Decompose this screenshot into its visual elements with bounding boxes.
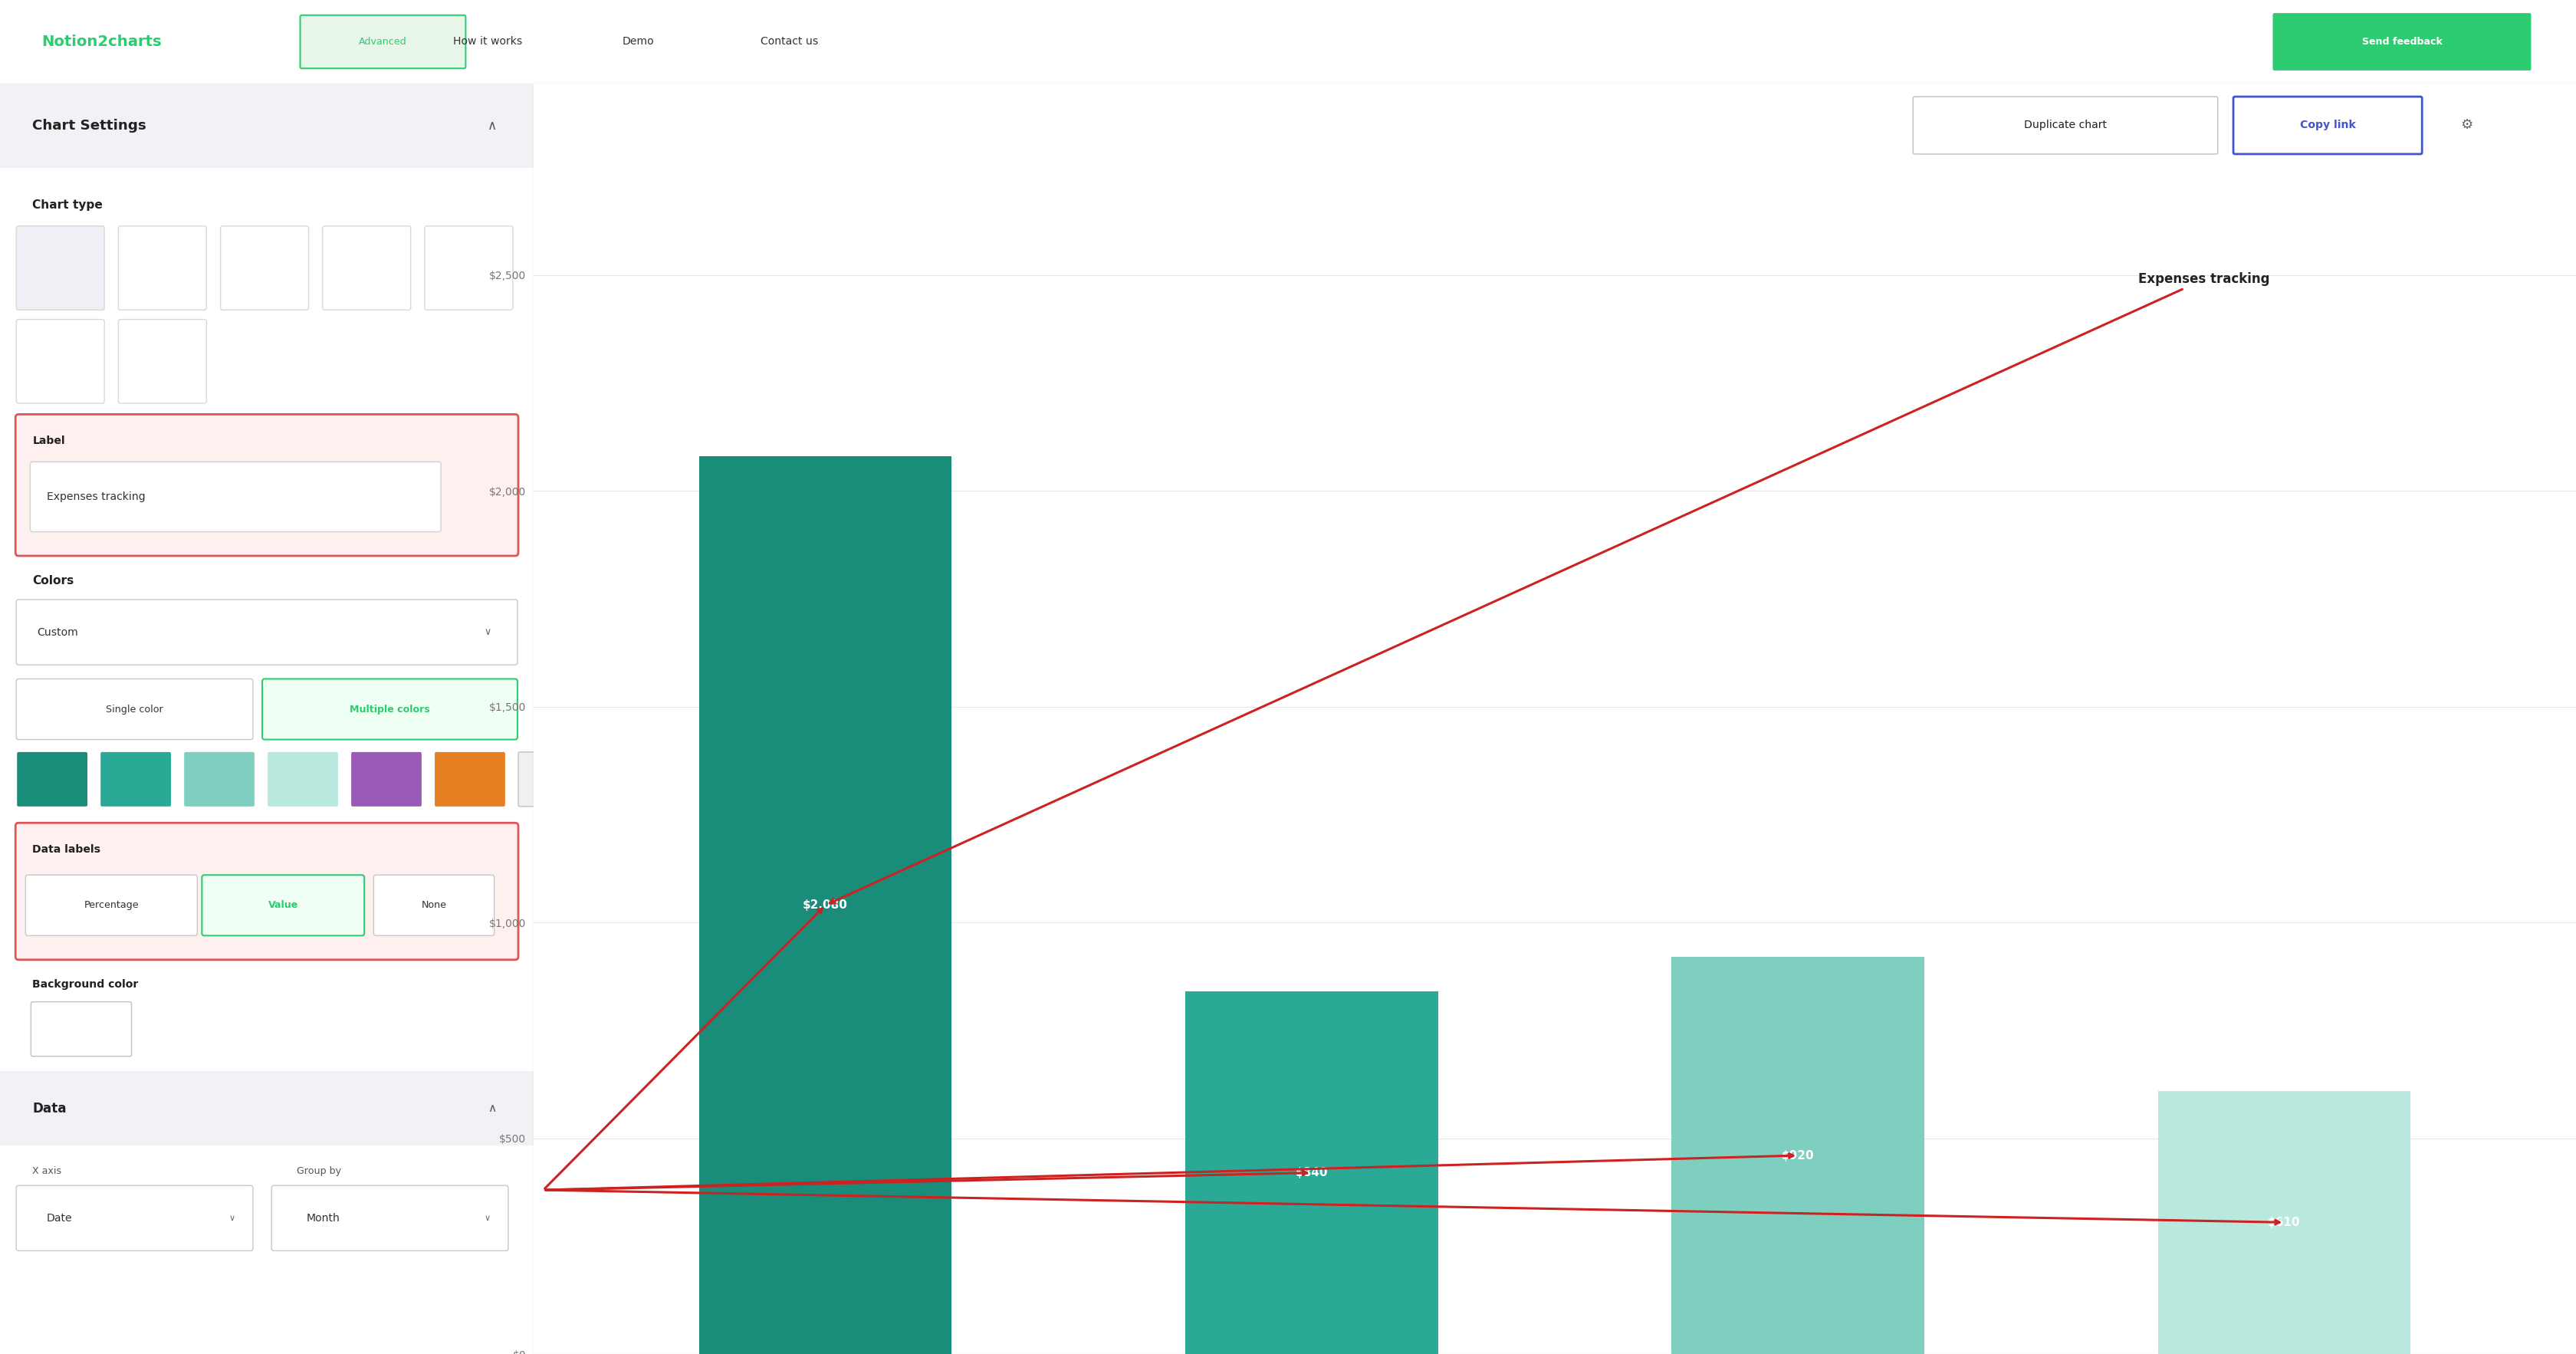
FancyBboxPatch shape — [350, 751, 422, 807]
Text: ∨: ∨ — [484, 627, 492, 638]
Text: X axis: X axis — [33, 1166, 62, 1177]
Text: Data labels: Data labels — [33, 844, 100, 854]
FancyBboxPatch shape — [2233, 96, 2421, 154]
FancyBboxPatch shape — [222, 226, 309, 310]
Bar — [1672, 957, 1924, 1354]
Text: Custom: Custom — [36, 627, 77, 638]
FancyBboxPatch shape — [118, 320, 206, 403]
Text: $920: $920 — [1783, 1150, 1814, 1162]
Text: None: None — [422, 900, 446, 910]
FancyBboxPatch shape — [0, 1071, 533, 1145]
FancyBboxPatch shape — [2272, 14, 2532, 70]
FancyBboxPatch shape — [15, 414, 518, 556]
Text: Data: Data — [33, 1102, 67, 1116]
Text: ∨: ∨ — [229, 1215, 234, 1221]
Text: Notion2charts: Notion2charts — [41, 34, 162, 49]
FancyBboxPatch shape — [435, 751, 505, 807]
Text: Date: Date — [46, 1213, 72, 1224]
Text: ∧: ∧ — [487, 1102, 497, 1114]
Text: Chart type: Chart type — [33, 199, 103, 211]
FancyBboxPatch shape — [268, 751, 337, 807]
FancyBboxPatch shape — [183, 751, 255, 807]
Text: ∨: ∨ — [484, 1215, 489, 1221]
Text: Label: Label — [33, 436, 64, 445]
Text: Expenses tracking: Expenses tracking — [46, 492, 144, 502]
Text: Send feedback: Send feedback — [2362, 37, 2442, 47]
Text: +: + — [546, 773, 556, 785]
Bar — [698, 456, 951, 1354]
Text: Colors: Colors — [33, 575, 75, 586]
Text: $840: $840 — [1296, 1167, 1329, 1178]
Text: Copy link: Copy link — [2300, 121, 2354, 131]
Bar — [2159, 1091, 2411, 1354]
Text: Duplicate chart: Duplicate chart — [2025, 121, 2107, 131]
FancyBboxPatch shape — [270, 1186, 507, 1251]
FancyBboxPatch shape — [263, 678, 518, 739]
Text: Background color: Background color — [33, 979, 139, 990]
Text: $610: $610 — [2267, 1217, 2300, 1228]
FancyBboxPatch shape — [118, 226, 206, 310]
Text: Demo: Demo — [623, 37, 654, 47]
Text: Percentage: Percentage — [85, 900, 139, 910]
Text: $2,080: $2,080 — [804, 899, 848, 911]
Text: Group by: Group by — [296, 1166, 343, 1177]
FancyBboxPatch shape — [15, 226, 106, 310]
Bar — [1185, 991, 1437, 1354]
FancyBboxPatch shape — [31, 462, 440, 532]
FancyBboxPatch shape — [31, 1002, 131, 1056]
FancyBboxPatch shape — [100, 751, 170, 807]
Text: Month: Month — [307, 1213, 340, 1224]
FancyBboxPatch shape — [15, 823, 518, 960]
FancyBboxPatch shape — [518, 751, 590, 807]
Text: ⚙: ⚙ — [2460, 118, 2473, 133]
Text: How it works: How it works — [453, 37, 523, 47]
FancyBboxPatch shape — [15, 600, 518, 665]
Text: Chart Settings: Chart Settings — [33, 119, 147, 133]
Text: ∧: ∧ — [487, 119, 497, 133]
FancyBboxPatch shape — [0, 84, 533, 168]
FancyBboxPatch shape — [425, 226, 513, 310]
FancyBboxPatch shape — [301, 15, 466, 69]
FancyBboxPatch shape — [1914, 96, 2218, 154]
FancyBboxPatch shape — [201, 875, 363, 936]
Text: Advanced: Advanced — [358, 37, 407, 47]
FancyBboxPatch shape — [18, 751, 88, 807]
FancyBboxPatch shape — [26, 875, 198, 936]
Text: Contact us: Contact us — [760, 37, 819, 47]
FancyBboxPatch shape — [15, 320, 106, 403]
FancyBboxPatch shape — [15, 1186, 252, 1251]
Text: Multiple colors: Multiple colors — [350, 704, 430, 714]
FancyBboxPatch shape — [322, 226, 410, 310]
Text: Single color: Single color — [106, 704, 162, 714]
Text: Value: Value — [268, 900, 299, 910]
FancyBboxPatch shape — [15, 678, 252, 739]
FancyBboxPatch shape — [374, 875, 495, 936]
Text: Expenses tracking: Expenses tracking — [829, 272, 2269, 903]
